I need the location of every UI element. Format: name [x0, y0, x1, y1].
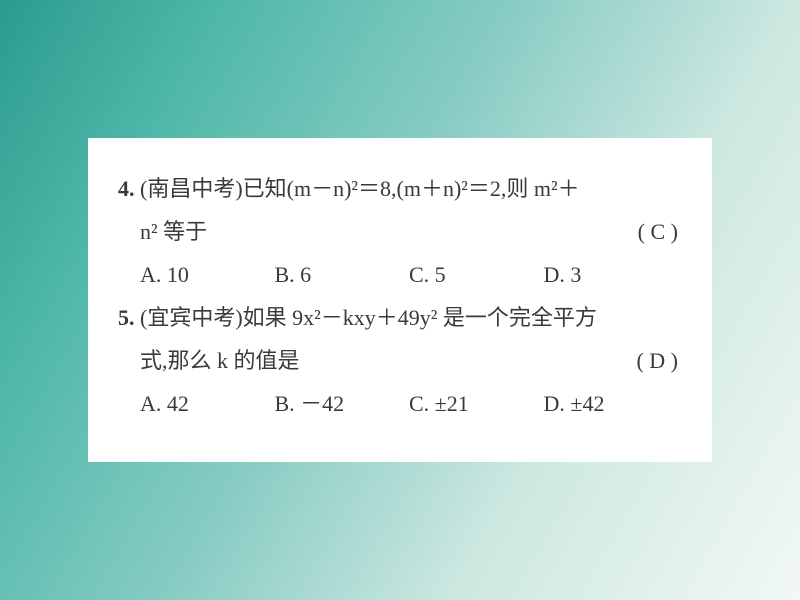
problem-4-line1: 4. (南昌中考)已知(m－n)²＝8,(m＋n)²＝2,则 m²＋	[118, 168, 682, 211]
answer-slot: ( C )	[638, 211, 678, 254]
question-card: 4. (南昌中考)已知(m－n)²＝8,(m＋n)²＝2,则 m²＋ n² 等于…	[88, 138, 712, 462]
problem-5-line1: 5. (宜宾中考)如果 9x²－kxy＋49y² 是一个完全平方	[118, 297, 682, 340]
problem-4-choices: A. 10 B. 6 C. 5 D. 3	[118, 254, 682, 297]
question-text: 如果 9x²－kxy＋49y² 是一个完全平方	[243, 305, 597, 330]
problem-4: 4. (南昌中考)已知(m－n)²＝8,(m＋n)²＝2,则 m²＋ n² 等于…	[118, 168, 682, 297]
answer-slot: ( D )	[636, 340, 678, 383]
question-number: 5.	[118, 305, 135, 330]
choice-b: B. －42	[275, 383, 410, 426]
problem-5-line2: 式,那么 k 的值是 ( D )	[118, 340, 682, 383]
choice-d: D. 3	[544, 254, 679, 297]
question-number: 4.	[118, 176, 135, 201]
problem-4-line2: n² 等于 ( C )	[118, 211, 682, 254]
question-source: (宜宾中考)	[140, 305, 243, 330]
question-text: 式,那么 k 的值是	[140, 340, 300, 383]
choice-a: A. 42	[140, 383, 275, 426]
question-text: n² 等于	[140, 211, 207, 254]
choice-c: C. ±21	[409, 383, 544, 426]
problem-5: 5. (宜宾中考)如果 9x²－kxy＋49y² 是一个完全平方 式,那么 k …	[118, 297, 682, 426]
question-text: 已知(m－n)²＝8,(m＋n)²＝2,则 m²＋	[243, 176, 580, 201]
choice-d: D. ±42	[544, 383, 679, 426]
choice-c: C. 5	[409, 254, 544, 297]
choice-a: A. 10	[140, 254, 275, 297]
problem-5-choices: A. 42 B. －42 C. ±21 D. ±42	[118, 383, 682, 426]
question-source: (南昌中考)	[140, 176, 243, 201]
choice-b: B. 6	[275, 254, 410, 297]
